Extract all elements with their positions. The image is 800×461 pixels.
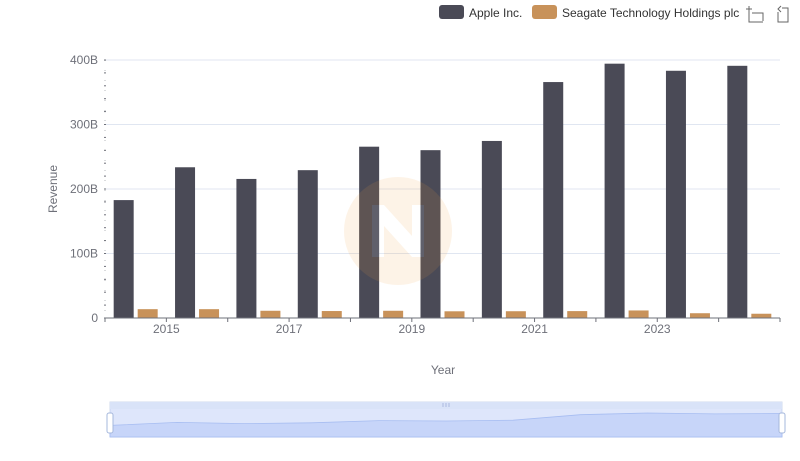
zoom-select-icon[interactable]	[746, 6, 764, 23]
bar-apple-2017[interactable]	[297, 170, 318, 318]
data-zoom-slider[interactable]	[106, 401, 786, 438]
y-tick-label: 300B	[70, 118, 98, 132]
bar-apple-2020[interactable]	[481, 140, 502, 318]
bar-seagate-2014[interactable]	[137, 309, 158, 318]
bar-seagate-2021[interactable]	[567, 311, 588, 318]
x-tick-label: 2015	[153, 322, 180, 336]
bar-seagate-2019[interactable]	[444, 311, 465, 318]
bar-seagate-2018[interactable]	[383, 310, 404, 318]
bar-seagate-2017[interactable]	[321, 311, 342, 318]
slider-right-handle[interactable]	[778, 412, 786, 434]
y-axis-title: Revenue	[46, 165, 60, 213]
legend-swatch-seagate	[532, 5, 557, 19]
watermark-logo	[344, 177, 452, 285]
slider-selected-window[interactable]	[110, 409, 782, 437]
x-axis-title: Year	[431, 363, 455, 377]
bar-apple-2015[interactable]	[175, 167, 196, 318]
bar-seagate-2015[interactable]	[199, 309, 220, 318]
y-tick-label: 0	[91, 311, 98, 325]
bar-apple-2021[interactable]	[543, 82, 564, 319]
bar-apple-2024[interactable]	[727, 65, 748, 319]
bar-seagate-2022[interactable]	[628, 310, 649, 318]
legend-label-apple: Apple Inc.	[469, 6, 522, 20]
legend-item-apple[interactable]: Apple Inc.	[439, 5, 522, 20]
bar-apple-2016[interactable]	[236, 178, 257, 318]
legend-item-seagate[interactable]: Seagate Technology Holdings plc	[532, 5, 739, 20]
x-tick-label: 2017	[276, 322, 303, 336]
x-axis-ticks	[104, 318, 781, 322]
bars	[113, 63, 772, 319]
zoom-reset-icon[interactable]	[777, 5, 789, 23]
bar-seagate-2023[interactable]	[689, 313, 710, 318]
bar-seagate-2020[interactable]	[505, 311, 526, 318]
bar-apple-2018[interactable]	[359, 146, 380, 318]
bar-seagate-2016[interactable]	[260, 310, 281, 318]
bar-apple-2019[interactable]	[420, 150, 441, 318]
y-axis-minor-ticks	[104, 59, 106, 319]
y-axis-tick-labels: 0 100B 200B 300B 400B	[70, 53, 98, 325]
legend: Apple Inc. Seagate Technology Holdings p…	[439, 5, 739, 20]
bar-apple-2014[interactable]	[113, 200, 134, 318]
legend-label-seagate: Seagate Technology Holdings plc	[562, 6, 739, 20]
x-tick-label: 2021	[521, 322, 548, 336]
x-tick-label: 2023	[644, 322, 671, 336]
x-axis-tick-labels: 2015 2017 2019 2021 2023	[153, 322, 671, 336]
slider-left-handle[interactable]	[106, 412, 114, 434]
bar-apple-2023[interactable]	[665, 70, 686, 318]
slider-grip-icon	[442, 403, 450, 407]
bar-seagate-2024[interactable]	[751, 313, 772, 318]
y-tick-label: 200B	[70, 182, 98, 196]
legend-swatch-apple	[439, 5, 464, 19]
x-tick-label: 2019	[398, 322, 425, 336]
y-tick-label: 400B	[70, 53, 98, 67]
slider-preview-area	[109, 412, 783, 438]
bar-apple-2022[interactable]	[604, 63, 625, 318]
y-tick-label: 100B	[70, 247, 98, 261]
